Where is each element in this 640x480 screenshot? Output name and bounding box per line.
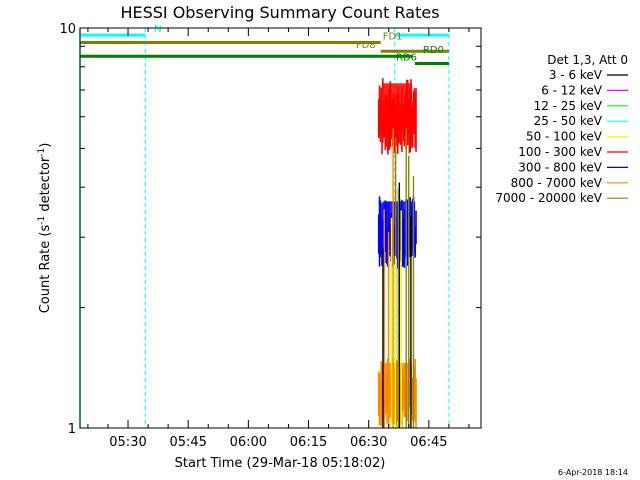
rate-trace-block xyxy=(382,362,413,393)
legend-label: 3 - 6 keV xyxy=(549,68,603,82)
legend-label: 7000 - 20000 keV xyxy=(495,191,602,205)
flag-label: N xyxy=(154,24,161,35)
legend-label: 300 - 800 keV xyxy=(518,160,602,174)
flag-label: FD8 xyxy=(356,40,376,51)
legend-label: 100 - 300 keV xyxy=(518,145,602,159)
y-axis-label: Count Rate (s-1 detector-1) xyxy=(37,143,53,314)
legend-label: 6 - 12 keV xyxy=(541,83,603,97)
y-tick-label: 10 xyxy=(59,22,76,37)
flag-label: RD6 xyxy=(396,53,417,64)
rate-trace-block xyxy=(382,83,413,117)
flag-label: FD1 xyxy=(383,31,403,42)
x-tick-label: 05:45 xyxy=(169,435,206,450)
plot-frame xyxy=(79,27,482,429)
legend-label: 25 - 50 keV xyxy=(534,114,603,128)
legend-label: 800 - 7000 keV xyxy=(511,176,603,190)
x-tick-label: 06:00 xyxy=(230,435,267,450)
x-tick-label: 06:30 xyxy=(350,435,387,450)
flag-label: RD0 xyxy=(423,45,444,56)
chart-axes: 05:30 05:45 06:00 06:15 06:30 06:45 xyxy=(80,28,481,450)
legend-label: 50 - 100 keV xyxy=(526,130,603,144)
chart-marks: N FD1 FD8 RD0 RD6 xyxy=(79,24,450,428)
y-tick-label: 1 xyxy=(68,422,76,437)
chart-title: HESSI Observing Summary Count Rates xyxy=(120,3,439,22)
legend-header: Det 1,3, Att 0 xyxy=(547,53,628,67)
x-tick-label: 05:30 xyxy=(109,435,146,450)
x-axis-label: Start Time (29-Mar-18 05:18:02) xyxy=(175,456,386,471)
x-tick-label: 06:15 xyxy=(290,435,327,450)
footer-date: 6-Apr-2018 18:14 xyxy=(558,468,628,477)
rate-trace-block xyxy=(382,201,413,233)
x-tick-label: 06:45 xyxy=(410,435,447,450)
legend-label: 12 - 25 keV xyxy=(534,99,603,113)
